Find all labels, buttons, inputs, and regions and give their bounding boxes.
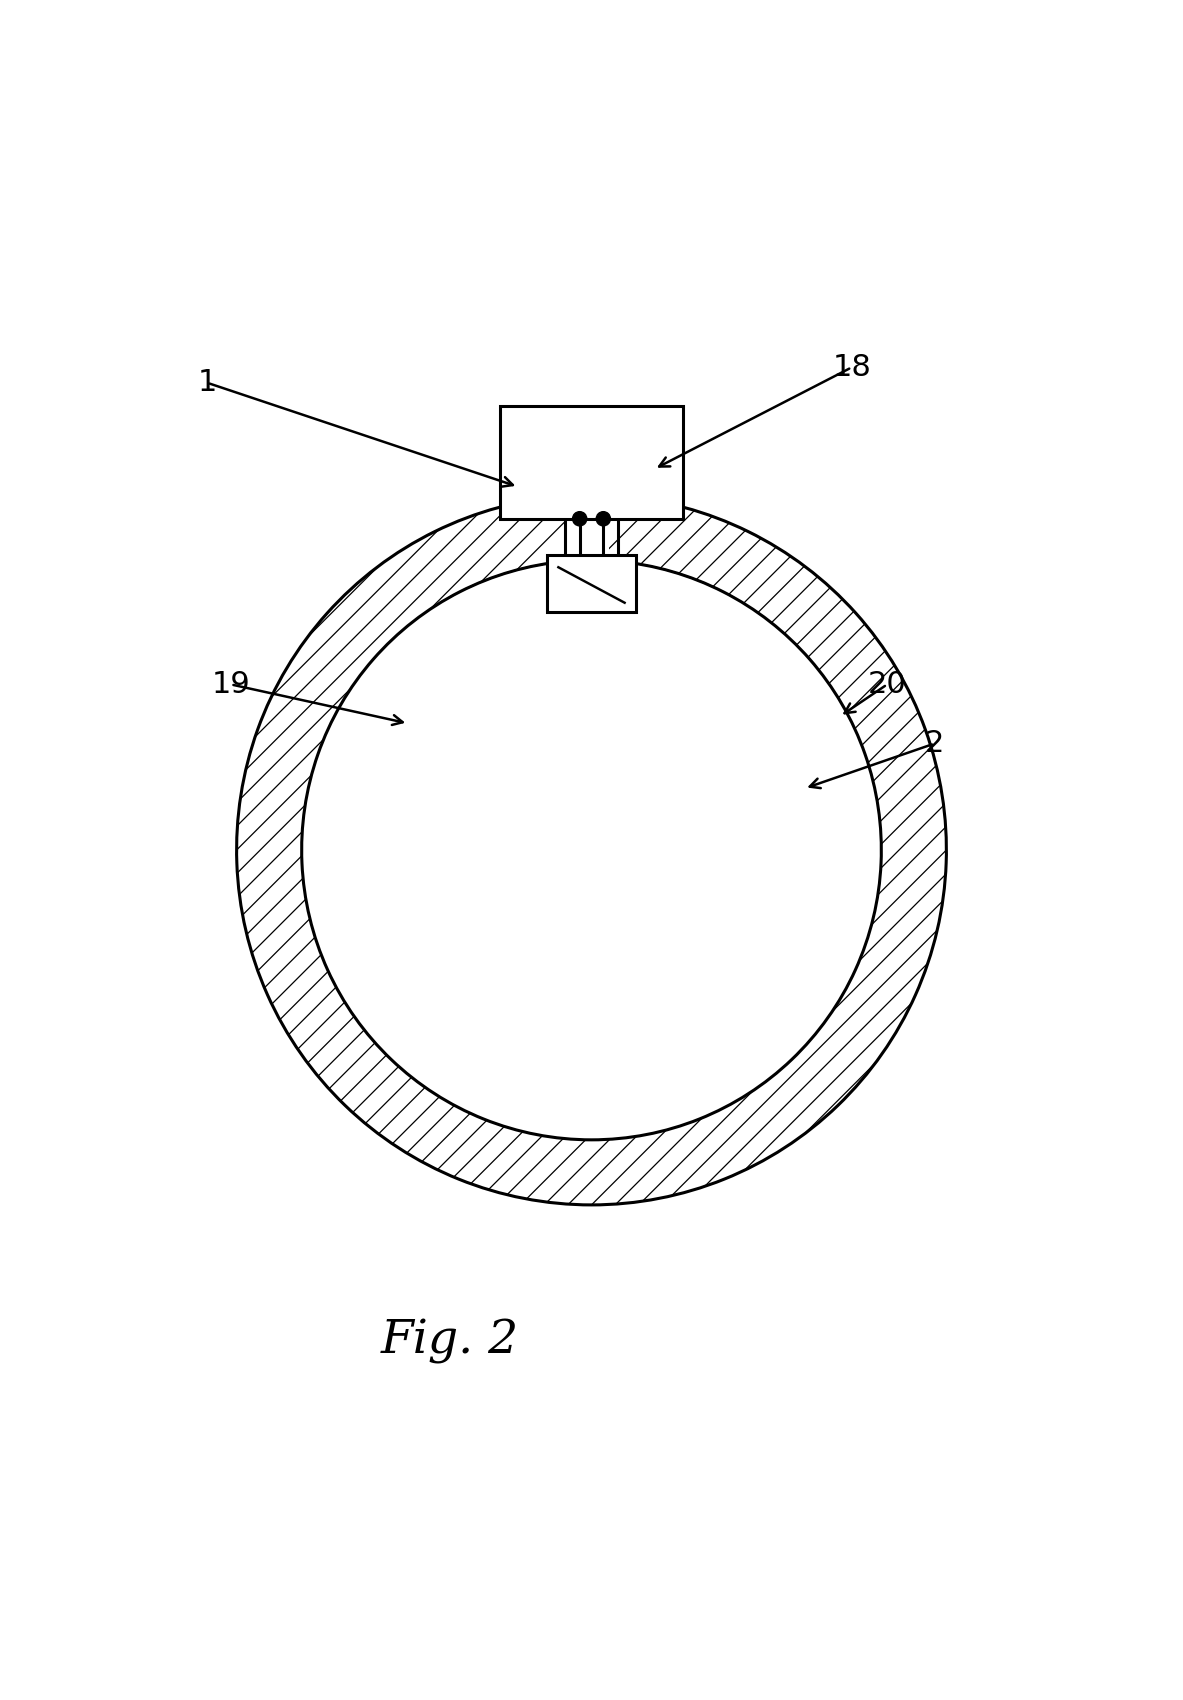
Circle shape [596,512,610,525]
Bar [574,405,609,615]
Text: 1: 1 [198,369,216,398]
Text: Fig. 2: Fig. 2 [381,1318,518,1363]
Circle shape [302,561,881,1139]
Text: 2: 2 [925,729,944,758]
Bar [499,406,684,518]
Text: 20: 20 [868,670,906,699]
Bar [547,556,636,612]
Text: 19: 19 [212,670,250,699]
Circle shape [573,512,587,525]
Text: 18: 18 [833,354,871,382]
